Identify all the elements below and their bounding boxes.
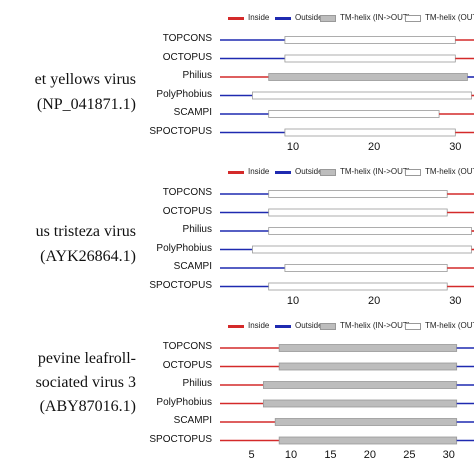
legend-outside-swatch xyxy=(275,171,291,174)
tick-label: 20 xyxy=(368,141,381,153)
tm-helix-segment xyxy=(284,36,456,44)
tm-helix-segment xyxy=(284,264,448,272)
tm-helix-segment xyxy=(268,73,468,81)
legend-inside-swatch xyxy=(228,17,244,20)
method-label-philius: Philius xyxy=(182,224,212,235)
tick-label: 10 xyxy=(284,449,298,461)
tick-label: 20 xyxy=(363,449,376,461)
legend-tm-out-in-swatch xyxy=(405,15,421,22)
method-label-topcons: TOPCONS xyxy=(162,187,212,198)
legend-tm-out-in-label: TM-helix (OUT- xyxy=(425,167,474,176)
method-label-spoctopus: SPOCTOPUS xyxy=(149,433,212,445)
method-label-philius: Philius xyxy=(182,378,212,389)
method-label-octopus: OCTOPUS xyxy=(162,359,212,371)
method-label-scampi: SCAMPI xyxy=(173,415,212,426)
legend-inside-swatch xyxy=(228,325,244,328)
legend-outside-label: Outside xyxy=(295,13,323,22)
method-label-spoctopus: SPOCTOPUS xyxy=(149,125,212,137)
tick-label: 30 xyxy=(449,141,462,153)
tm-helix-segment xyxy=(268,282,448,291)
tick-label: 10 xyxy=(286,295,300,307)
legend-tm-in-out-label: TM-helix (IN->OUT) xyxy=(340,321,411,330)
topology-panel-2: Inside Outside TM-helix (IN->OUT) TM-helix … xyxy=(0,162,474,312)
topology-tracks xyxy=(220,344,474,445)
topology-tracks xyxy=(220,36,474,137)
legend-outside-swatch xyxy=(275,17,291,20)
accession-2: (AYK26864.1) xyxy=(40,248,136,265)
accession-1: (NP_041871.1) xyxy=(36,96,136,113)
tick-label: 20 xyxy=(368,295,381,307)
tm-helix-segment xyxy=(268,208,448,217)
legend-inside-label: Inside xyxy=(248,13,270,22)
legend-tm-in-out-label: TM-helix (IN->OUT) xyxy=(340,13,411,22)
tm-helix-segment xyxy=(268,227,472,235)
tick-label: 10 xyxy=(286,141,300,153)
method-label-octopus: OCTOPUS xyxy=(162,51,212,63)
virus-name-3-line2: sociated virus 3 xyxy=(35,374,136,391)
tm-helix-segment xyxy=(278,362,458,371)
method-label-octopus: OCTOPUS xyxy=(162,205,212,217)
legend-outside-swatch xyxy=(275,325,291,328)
topology-panel-1: Inside Outside TM-helix (IN->OUT) TM-helix … xyxy=(0,8,474,158)
tm-helix-segment xyxy=(262,399,458,408)
legend-tm-in-out-swatch xyxy=(320,169,336,176)
legend-inside-swatch xyxy=(228,171,244,174)
legend-tm-out-in-swatch xyxy=(405,323,421,330)
tm-helix-segment xyxy=(278,344,458,352)
tm-helix-segment xyxy=(268,190,448,198)
accession-3: (ABY87016.1) xyxy=(39,398,136,415)
tick-label: 15 xyxy=(324,449,337,461)
method-label-scampi: SCAMPI xyxy=(173,261,212,272)
tick-label: 30 xyxy=(449,295,462,307)
method-label-spoctopus: SPOCTOPUS xyxy=(149,279,212,291)
tm-helix-segment xyxy=(274,418,458,426)
method-label-topcons: TOPCONS xyxy=(162,341,212,352)
legend-tm-in-out-swatch xyxy=(320,15,336,22)
legend-tm-out-in-swatch xyxy=(405,169,421,176)
topology-panel-3: Inside Outside TM-helix (IN->OUT) TM-helix … xyxy=(0,316,474,474)
tm-helix-segment xyxy=(252,91,472,100)
legend-tm-in-out-label: TM-helix (IN->OUT) xyxy=(340,167,411,176)
tm-helix-segment xyxy=(284,54,456,63)
tick-label: 5 xyxy=(248,449,255,461)
topology-tracks xyxy=(220,190,474,291)
legend-inside-label: Inside xyxy=(248,167,270,176)
legend-outside-label: Outside xyxy=(295,167,323,176)
virus-name-2: us tristeza virus xyxy=(35,223,136,240)
legend-tm-out-in-label: TM-helix (OUT- xyxy=(425,13,474,22)
method-label-polyphobius: PolyPhobius xyxy=(156,88,212,100)
method-label-scampi: SCAMPI xyxy=(173,107,212,118)
legend-inside-label: Inside xyxy=(248,321,270,330)
tm-helix-segment xyxy=(262,381,458,389)
tick-label: 30 xyxy=(442,449,455,461)
method-label-polyphobius: PolyPhobius xyxy=(156,396,212,408)
method-label-topcons: TOPCONS xyxy=(162,33,212,44)
virus-name-1: et yellows virus xyxy=(34,71,136,88)
method-label-philius: Philius xyxy=(182,70,212,81)
tm-helix-segment xyxy=(284,128,456,137)
legend-tm-in-out-swatch xyxy=(320,323,336,330)
legend-outside-label: Outside xyxy=(295,321,323,330)
virus-name-3: pevine leafroll- xyxy=(37,350,136,367)
tm-helix-segment xyxy=(268,110,440,118)
tm-helix-segment xyxy=(278,436,458,445)
tick-label: 25 xyxy=(403,449,416,461)
tm-helix-segment xyxy=(252,245,472,254)
method-label-polyphobius: PolyPhobius xyxy=(156,242,212,254)
legend-tm-out-in-label: TM-helix (OUT- xyxy=(425,321,474,330)
